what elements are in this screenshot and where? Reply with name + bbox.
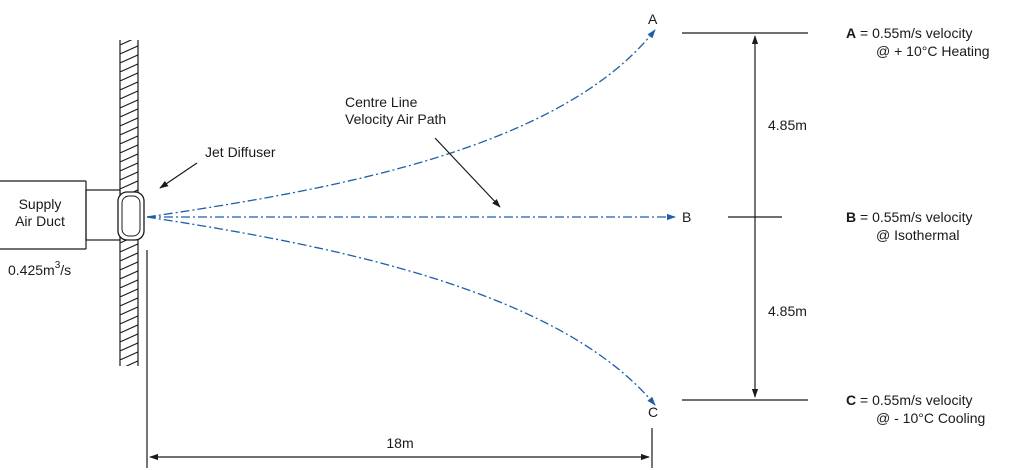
legend-a-line2: @ + 10°C Heating [876, 43, 990, 59]
airflow-paths [146, 29, 676, 406]
legend-a-line1: A = 0.55m/s velocity [846, 25, 972, 41]
jet-diffuser [117, 191, 145, 241]
throw-dimension-label: 18m [386, 435, 413, 451]
vertical-dimension [682, 32, 808, 401]
legend-c-line1: C = 0.55m/s velocity [846, 392, 972, 408]
centre-line-label-line2: Velocity Air Path [345, 111, 446, 127]
throw-dimension [146, 250, 653, 468]
airflow-path-c [146, 216, 656, 406]
centre-line-label-line1: Centre Line [345, 94, 418, 110]
supply-air-duct [0, 180, 121, 250]
legend-c-line2: @ - 10°C Cooling [876, 410, 985, 426]
jet-diffuser-label: Jet Diffuser [205, 144, 276, 160]
flow-rate-label: 0.425m3/s [8, 260, 71, 278]
duct-label-line2: Air Duct [15, 213, 65, 229]
centre-line-pointer [434, 137, 501, 208]
point-c-label: C [648, 404, 658, 420]
duct-label-line1: Supply [19, 196, 62, 212]
upper-dimension-label: 4.85m [768, 117, 807, 133]
jet-diffuser-pointer [159, 162, 198, 189]
point-a-label: A [648, 11, 658, 27]
point-b-label: B [682, 209, 691, 225]
lower-dimension-label: 4.85m [768, 303, 807, 319]
airflow-path-a [146, 29, 656, 218]
legend-b-line1: B = 0.55m/s velocity [846, 209, 972, 225]
legend: A = 0.55m/s velocity @ + 10°C Heating B … [846, 25, 990, 426]
legend-b-line2: @ Isothermal [876, 227, 959, 243]
